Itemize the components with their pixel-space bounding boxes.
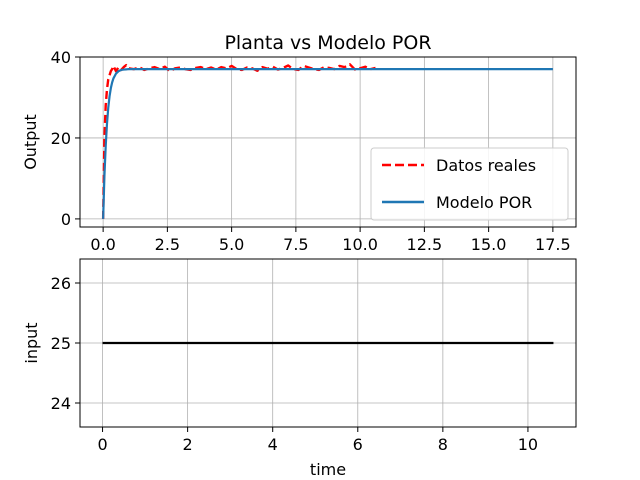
bottom-x-tick-label: 6 [353,435,363,454]
top-x-tick-label: 2.5 [155,235,180,254]
bottom-x-tick-label: 8 [438,435,448,454]
bottom-y-tick-label: 25 [51,334,71,353]
legend: Datos reales Modelo POR [370,147,569,221]
bottom-y-tick-label: 26 [51,274,71,293]
top-y-tick-label: 40 [51,48,71,67]
top-y-tick-label: 20 [51,129,71,148]
top-series-line-modelo-por [102,68,553,219]
top-y-tick-label: 0 [61,210,71,229]
bottom-x-tick-label: 0 [97,435,107,454]
top-x-tick-label: 7.5 [283,235,308,254]
top-y-axis-label: Output [21,114,40,170]
legend-modelo-por-label: Modelo POR [436,193,532,212]
bottom-x-tick-label: 4 [268,435,278,454]
top-series [101,63,553,219]
top-x-tick-label: 5.0 [219,235,244,254]
bottom-y-axis-label: input [22,322,41,363]
top-axes-frame [79,56,577,228]
top-x-tick-label: 12.5 [407,235,443,254]
top-ticks: 0.0 2.5 5.0 7.5 10.0 12.5 15.0 17.5 0 20 40 [51,48,571,254]
top-x-tick-label: 17.5 [535,235,571,254]
bottom-x-tick-label: 10 [518,435,538,454]
top-x-tick-label: 10.0 [342,235,378,254]
top-axes: 0.0 2.5 5.0 7.5 10.0 12.5 15.0 17.5 0 20 40 Planta… [21,32,577,254]
bottom-y-tick-label: 24 [51,394,71,413]
top-series-line-datos-reales [101,63,376,219]
top-title: Planta vs Modelo POR [224,32,431,54]
top-x-tick-label: 15.0 [471,235,507,254]
bottom-x-tick-label: 2 [183,435,193,454]
legend-datos-reales-label: Datos reales [436,156,536,175]
top-x-tick-label: 0.0 [90,235,115,254]
bottom-x-axis-label: time [310,460,346,479]
